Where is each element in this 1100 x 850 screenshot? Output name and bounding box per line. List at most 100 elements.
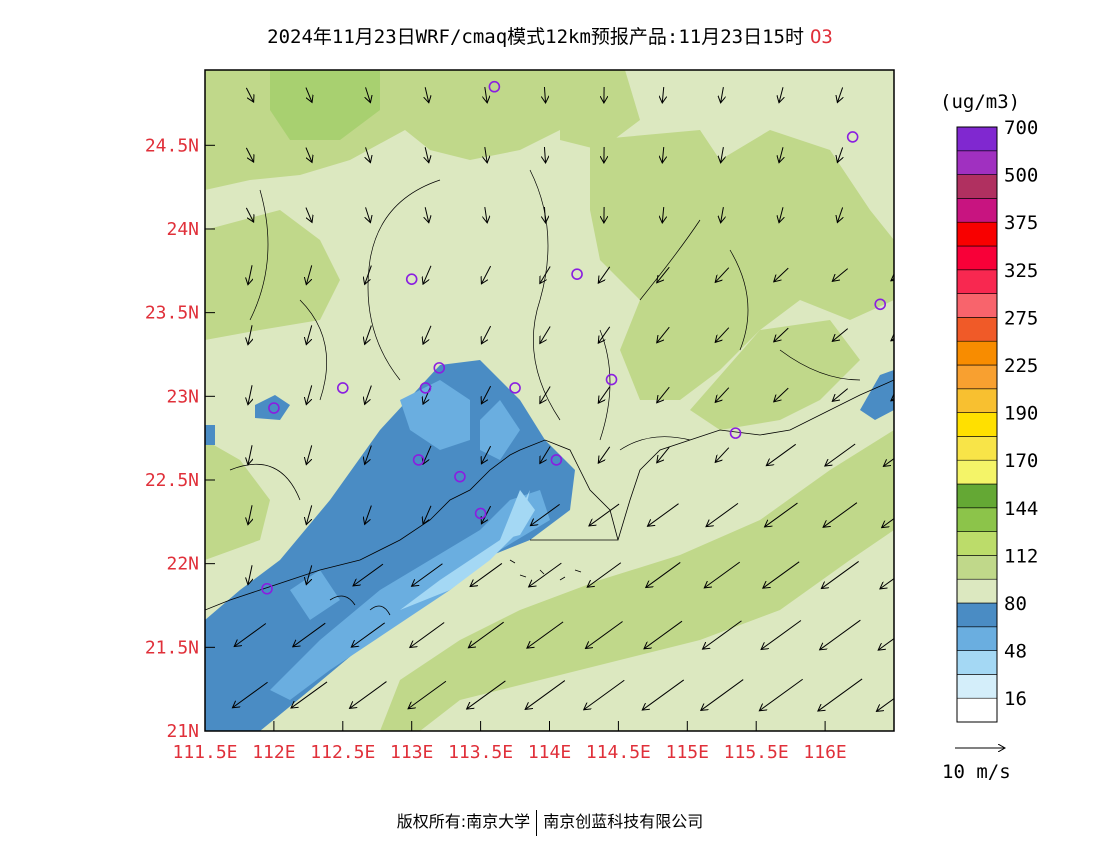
- wind-arrow: [540, 386, 551, 403]
- colorbar-label: 375: [1004, 212, 1038, 234]
- colorbar-box: [956, 507, 998, 532]
- y-tick-label: 21N: [166, 721, 199, 742]
- wind-arrow: [706, 502, 739, 526]
- colorbar-box: [956, 626, 998, 651]
- wind-arrow: [248, 325, 252, 345]
- wind-arrow: [821, 561, 859, 588]
- wind-arrow: [306, 325, 313, 344]
- wind-arrow: [882, 518, 894, 527]
- wind-arrow: [366, 147, 371, 162]
- colorbar-box: [956, 293, 998, 318]
- wind-arrow: [306, 505, 313, 524]
- wind-arrow: [837, 147, 842, 162]
- colorbar-box: [956, 650, 998, 675]
- wind-arrow: [662, 146, 663, 163]
- colorbar-box: [956, 174, 998, 199]
- field-north-center: [400, 70, 580, 160]
- colorbar-box: [956, 555, 998, 580]
- wind-arrow: [587, 562, 622, 587]
- field-blob-edge: [205, 425, 215, 445]
- islands: [329, 559, 582, 616]
- wind-arrow: [657, 446, 670, 463]
- colorbar-box: [956, 459, 998, 485]
- wind-arrow: [823, 502, 858, 528]
- station-marker: [571, 268, 583, 280]
- wind-arrow: [896, 148, 902, 163]
- station-marker: [550, 454, 563, 466]
- wind-arrow: [544, 86, 545, 103]
- colorbar-label: 500: [1004, 165, 1038, 187]
- wind-arrow: [715, 267, 730, 283]
- wind-arrow: [589, 503, 620, 526]
- colorbar-box: [956, 126, 998, 152]
- field-sea-inner: [420, 530, 894, 731]
- wind-arrow: [410, 622, 445, 648]
- wind-arrow: [248, 445, 252, 465]
- wind-arrow: [248, 385, 252, 405]
- y-tick-label: 22.5N: [145, 470, 199, 491]
- wind-arrow: [832, 388, 849, 402]
- wind-arrow: [642, 679, 685, 710]
- colorbar-label: 325: [1004, 260, 1038, 282]
- colorbar-label: 190: [1004, 403, 1038, 425]
- wind-arrow: [544, 206, 545, 223]
- wind-arrow: [704, 561, 741, 588]
- wind-arrow: [585, 621, 623, 649]
- x-tick-label: 112.5E: [310, 742, 375, 763]
- wind-arrow: [423, 445, 432, 464]
- wind-arrow: [644, 620, 683, 649]
- wind-arrow: [481, 445, 492, 464]
- wind-arrow: [366, 207, 371, 222]
- wind-arrow: [481, 385, 492, 404]
- monitoring-stations: [261, 80, 887, 595]
- wind-arrow: [423, 325, 432, 344]
- wind-arrow: [832, 268, 849, 282]
- colorbar-box: [956, 269, 998, 294]
- x-tick-label: 114E: [528, 742, 571, 763]
- station-marker: [419, 382, 432, 394]
- wind-arrow: [291, 681, 328, 708]
- station-marker: [454, 470, 466, 483]
- colorbar-label: 112: [1004, 545, 1038, 567]
- field-high-o3-plume: [205, 360, 575, 731]
- wind-arrow: [715, 447, 730, 463]
- colorbar-box: [956, 531, 998, 556]
- wind-arrow: [647, 503, 679, 527]
- wind-arrow: [423, 265, 432, 284]
- field-plume-north-b: [480, 400, 520, 460]
- x-tick-label: 113E: [390, 742, 433, 763]
- wind-arrow: [759, 678, 803, 710]
- wind-arrow: [412, 563, 443, 586]
- longitude-axis: 111.5E 112E 112.5E 113E 113.5E 114E 114.5E 115E…: [172, 721, 847, 763]
- station-marker: [605, 373, 618, 386]
- station-marker: [874, 298, 887, 311]
- x-tick-label: 111.5E: [172, 742, 237, 763]
- y-tick-label: 24N: [166, 219, 199, 240]
- colorbar-box: [956, 245, 998, 271]
- y-tick-label: 23.5N: [145, 303, 199, 324]
- field-plume-west: [290, 570, 340, 620]
- wind-arrow: [646, 562, 681, 587]
- wind-arrow: [774, 267, 789, 282]
- wind-arrow: [525, 680, 566, 710]
- wind-arrow: [468, 621, 504, 648]
- wind-arrow: [779, 147, 783, 162]
- wind-arrow: [305, 207, 312, 223]
- colorbar-label: 16: [1004, 688, 1027, 710]
- wind-arrow: [306, 445, 313, 464]
- copyright-footer: 版权所有:南京大学 南京创蓝科技有限公司: [0, 808, 1100, 836]
- colorbar-box: [956, 578, 998, 604]
- x-tick-label: 112E: [252, 742, 295, 763]
- x-tick-label: 113.5E: [448, 742, 513, 763]
- footer-right: 南京创蓝科技有限公司: [543, 812, 704, 831]
- colorbar-labels: 16 48 80 112 144 170 190 225 275 325 375 500 700: [1004, 117, 1038, 710]
- wind-arrow: [721, 147, 724, 163]
- admin-boundaries: [229, 169, 861, 501]
- wind-arrow: [774, 327, 789, 342]
- wind-arrow: [245, 87, 253, 102]
- wind-arrow: [232, 681, 268, 708]
- x-tick-label: 114.5E: [586, 742, 651, 763]
- coastline: [205, 379, 894, 611]
- wind-arrow: [779, 207, 783, 222]
